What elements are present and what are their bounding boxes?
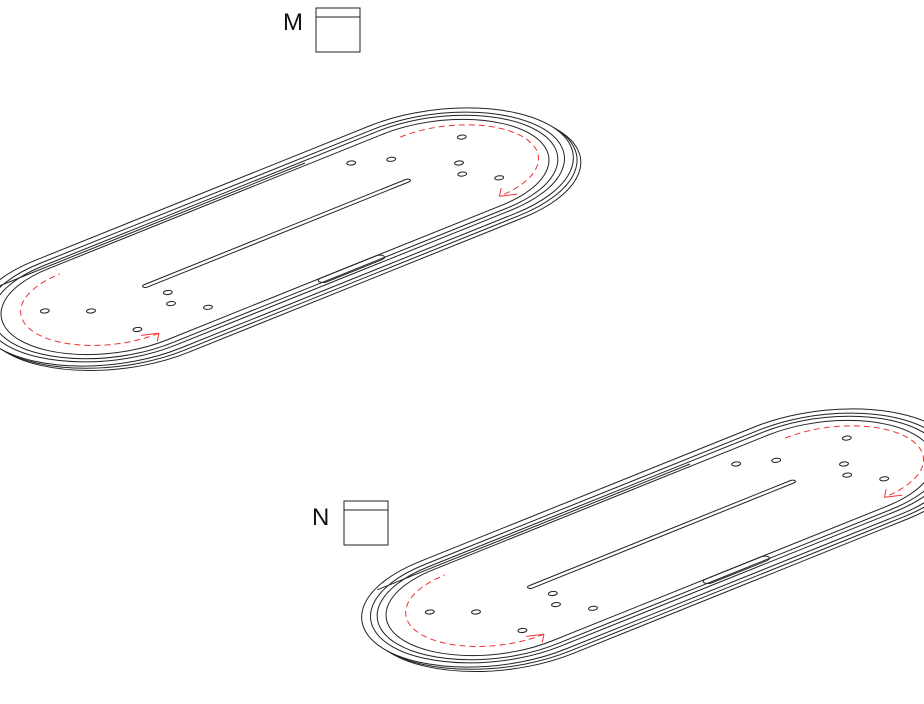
plate-n xyxy=(310,382,924,698)
label: N xyxy=(312,504,329,531)
label: M xyxy=(283,9,303,36)
box-n xyxy=(344,501,388,545)
box-m xyxy=(316,8,360,52)
plate-m xyxy=(0,81,633,397)
